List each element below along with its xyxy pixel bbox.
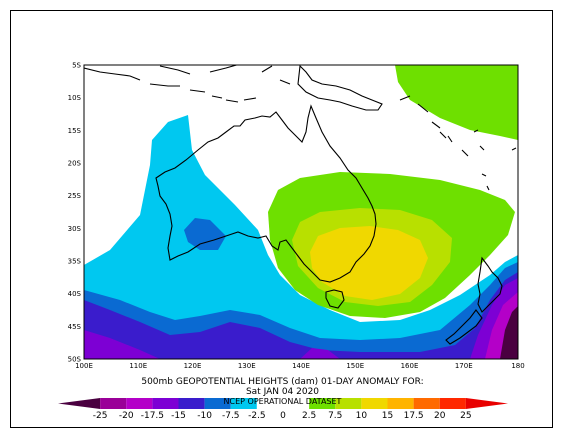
map-border — [83, 64, 519, 360]
colorbar-swatch — [465, 398, 508, 409]
y-tick-label: 5S — [72, 62, 81, 70]
colorbar-swatch — [204, 398, 231, 409]
x-tick-label: 160E — [401, 362, 419, 370]
y-tick-label: 25S — [68, 192, 82, 200]
colorbar-swatch — [335, 398, 362, 409]
anomaly-fill-layer — [84, 65, 518, 359]
colorbar-swatch — [152, 398, 179, 409]
chart-title: 500mb GEOPOTENTIAL HEIGHTS (dam) 01-DAY … — [141, 377, 424, 387]
south-pacific-islands — [399, 95, 517, 191]
x-tick-label: 140E — [292, 362, 310, 370]
colorbar-swatch — [361, 398, 388, 409]
x-tick-label: 100E — [75, 362, 93, 370]
plot-frame — [10, 10, 553, 428]
colorbar-label: 0 — [280, 411, 286, 421]
colorbar-swatch — [178, 398, 205, 409]
positive-anomaly-strong — [310, 226, 428, 300]
colorbar-label: -20 — [119, 411, 134, 421]
colorbar-label: 7.5 — [328, 411, 342, 421]
colorbar-swatch — [309, 398, 336, 409]
x-axis-ticks: 100E 110E 120E 130E 140E 150E 160E 170E 180 — [75, 362, 525, 370]
new-guinea-coastline — [297, 65, 383, 111]
colorbar-label: -15 — [171, 411, 186, 421]
colorbar-label: -2.5 — [248, 411, 266, 421]
x-tick-label: 130E — [238, 362, 256, 370]
y-tick-label: 20S — [68, 160, 82, 168]
colorbar-swatch — [230, 398, 257, 409]
x-tick-label: 180 — [511, 362, 524, 370]
colorbar-label: 17.5 — [404, 411, 424, 421]
tasmania-coastline — [325, 289, 345, 309]
y-tick-label: 45S — [68, 323, 82, 331]
colorbar-swatch — [126, 398, 153, 409]
x-tick-label: 110E — [129, 362, 147, 370]
y-tick-label: 50S — [68, 356, 82, 364]
colorbar-swatch — [283, 398, 310, 409]
colorbar-label: 15 — [382, 411, 393, 421]
negative-anomaly-light — [84, 115, 518, 359]
indonesia-islands — [84, 65, 291, 103]
colorbar-label: 20 — [434, 411, 446, 421]
y-tick-label: 30S — [68, 225, 82, 233]
colorbar-label: 2.5 — [302, 411, 316, 421]
australia-coastline — [155, 104, 377, 283]
y-tick-label: 10S — [68, 94, 82, 102]
colorbar-label: -10 — [197, 411, 212, 421]
y-tick-label: 15S — [68, 127, 82, 135]
new-zealand-north-island — [477, 256, 503, 313]
colorbar-swatch — [413, 398, 440, 409]
colorbar-label: 10 — [356, 411, 368, 421]
colorbar-swatch — [387, 398, 414, 409]
colorbar: -25 -20 -17.5 -15 -10 -7.5 -2.5 0 2.5 7.5 10 15 17.5… — [58, 398, 508, 421]
colorbar-label: -17.5 — [141, 411, 164, 421]
x-tick-label: 170E — [455, 362, 473, 370]
colorbar-label: -7.5 — [222, 411, 240, 421]
negative-anomaly-deep — [84, 330, 160, 359]
coastlines — [84, 65, 517, 345]
colorbar-label: -25 — [93, 411, 108, 421]
colorbar-label: 25 — [460, 411, 471, 421]
colorbar-swatch — [58, 398, 101, 409]
y-axis-ticks: 5S 10S 15S 20S 25S 30S 35S 40S 45S 50S — [68, 62, 82, 364]
positive-anomaly-north — [395, 65, 518, 140]
negative-anomaly-extreme — [500, 306, 518, 359]
colorbar-swatch — [100, 398, 127, 409]
negative-anomaly-strong — [84, 272, 518, 359]
x-tick-label: 120E — [184, 362, 202, 370]
negative-anomaly-mid-blob — [184, 218, 226, 250]
y-tick-label: 40S — [68, 290, 82, 298]
x-tick-label: 150E — [346, 362, 364, 370]
negative-anomaly-deep-south — [300, 348, 340, 359]
colorbar-swatch — [256, 398, 283, 409]
y-tick-label: 35S — [68, 258, 82, 266]
chart-date: Sat JAN 04 2020 — [245, 387, 320, 397]
dataset-label: NCEP OPERATIONAL DATASET — [223, 397, 342, 406]
colorbar-swatch — [439, 398, 466, 409]
new-zealand-south-island — [445, 309, 483, 345]
